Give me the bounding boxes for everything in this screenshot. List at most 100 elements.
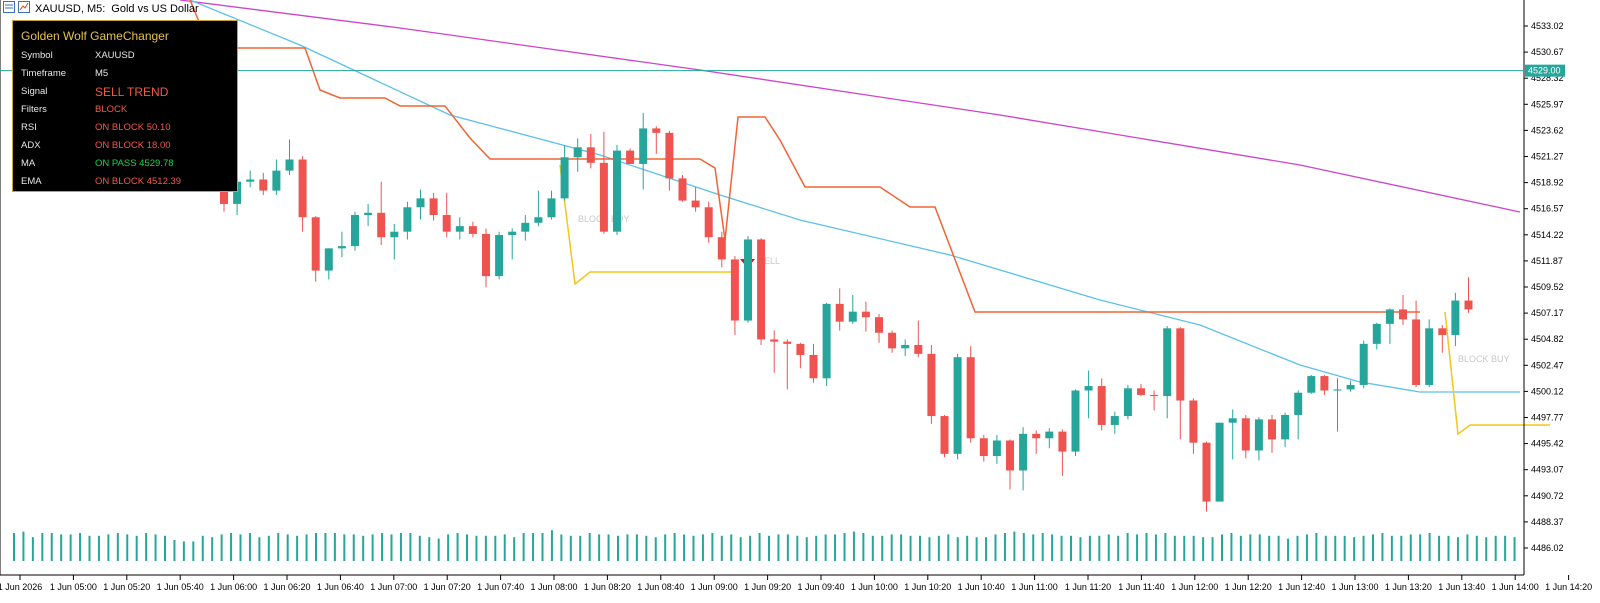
time-tick-label: 1 Jun 2026	[0, 582, 42, 592]
panel-value-signal: SELL TREND	[95, 85, 169, 99]
price-tick-label: 4523.62	[1531, 125, 1564, 135]
price-tick-label: 4533.02	[1531, 21, 1564, 31]
panel-label-adx: ADX	[21, 140, 41, 151]
price-tick-label: 4504.82	[1531, 334, 1564, 344]
candle-body	[914, 344, 923, 354]
chart-window-icon[interactable]	[3, 1, 31, 16]
candle-body	[285, 159, 294, 171]
price-tick-label: 4490.72	[1531, 491, 1564, 501]
time-tick-label: 1 Jun 07:00	[370, 582, 417, 592]
candle-body	[1359, 343, 1368, 385]
time-tick-label: 1 Jun 14:20	[1545, 582, 1592, 592]
fast-ma-line	[189, 0, 1520, 393]
panel-title: Golden Wolf GameChanger	[21, 29, 169, 43]
price-tick-label: 4518.92	[1531, 178, 1564, 188]
candle-body	[1268, 419, 1276, 440]
candle-body	[233, 181, 242, 204]
candle-body	[1385, 309, 1394, 324]
candle-body	[1137, 388, 1145, 395]
panel-row-symbol: Symbol XAUUSD	[21, 47, 237, 65]
candle-body	[1071, 390, 1080, 452]
candle-body	[403, 207, 412, 232]
time-tick-label: 1 Jun 06:00	[210, 582, 257, 592]
price-tick-label: 4528.32	[1531, 73, 1564, 83]
candle-body	[599, 162, 608, 232]
time-tick-label: 1 Jun 13:00	[1331, 582, 1378, 592]
candle-body	[586, 147, 595, 163]
panel-row-filters: Filters BLOCK	[21, 101, 237, 119]
volume-bars	[13, 530, 1516, 561]
support-line-1	[559, 164, 735, 286]
panel-row-adx: ADX ON BLOCK 18.00	[21, 137, 237, 155]
panel-label-timeframe: Timeframe	[21, 68, 67, 79]
candle-body	[1150, 394, 1159, 397]
candle-body	[495, 235, 504, 277]
candle-body	[822, 303, 831, 379]
candle-body	[861, 311, 870, 318]
candle-body	[1110, 416, 1119, 425]
candle-body	[1058, 431, 1067, 452]
time-tick-label: 1 Jun 07:40	[477, 582, 524, 592]
candle-body	[1464, 300, 1473, 310]
time-tick-label: 1 Jun 12:40	[1278, 582, 1325, 592]
candle-body	[1399, 309, 1407, 320]
time-tick-label: 1 Jun 12:00	[1171, 582, 1218, 592]
candle-body	[1412, 319, 1421, 385]
time-tick-label: 1 Jun 10:00	[851, 582, 898, 592]
golden-wolf-panel: Golden Wolf GameChanger Symbol XAUUSD Ti…	[12, 20, 238, 192]
candle-body	[560, 157, 569, 199]
panel-row-ma: MA ON PASS 4529.78	[21, 155, 237, 173]
candle-body	[1084, 386, 1093, 391]
candle-body	[901, 344, 910, 349]
candle-body	[770, 339, 779, 342]
time-tick-label: 1 Jun 09:40	[797, 582, 844, 592]
price-tick-label: 4500.12	[1531, 386, 1564, 396]
price-tick-label: 4497.77	[1531, 413, 1564, 423]
candle-body	[626, 150, 635, 164]
candle-body	[364, 212, 373, 216]
candle-body	[744, 239, 752, 321]
candle-body	[1307, 376, 1316, 393]
price-tick-label: 4530.67	[1531, 47, 1564, 57]
candle-body	[691, 200, 700, 208]
candle-body	[1438, 328, 1447, 335]
candle-body	[573, 147, 582, 158]
price-tick-label: 4507.17	[1531, 308, 1564, 318]
candle-body	[835, 303, 844, 322]
candle-body	[1097, 386, 1106, 425]
candle-body	[639, 128, 648, 164]
candle-body	[337, 246, 346, 249]
candle-body	[1372, 323, 1381, 344]
time-tick-label: 1 Jun 08:20	[584, 582, 631, 592]
candle-body	[1281, 414, 1290, 440]
candle-body	[665, 132, 674, 179]
time-tick-label: 1 Jun 07:20	[424, 582, 471, 592]
candle-body	[1346, 384, 1355, 390]
candle-body	[416, 198, 425, 208]
candle-body	[730, 259, 739, 321]
candle-body	[717, 237, 726, 260]
time-tick-label: 1 Jun 08:00	[530, 582, 577, 592]
current-price-label: 4529.00	[1528, 66, 1561, 76]
panel-row-signal: Signal SELL TREND	[21, 83, 237, 101]
time-tick-label: 1 Jun 13:40	[1438, 582, 1485, 592]
time-tick-label: 1 Jun 13:20	[1385, 582, 1432, 592]
candle-body	[272, 170, 281, 191]
candle-body	[992, 440, 1001, 457]
candle-body	[1176, 328, 1185, 401]
candle-body	[351, 215, 359, 247]
candle-body	[521, 222, 530, 232]
time-tick-label: 1 Jun 05:20	[103, 582, 150, 592]
time-tick-label: 1 Jun 06:20	[263, 582, 310, 592]
candle-body	[298, 159, 307, 218]
time-tick-label: 1 Jun 06:40	[317, 582, 364, 592]
time-tick-label: 1 Jun 08:40	[637, 582, 684, 592]
candle-body	[311, 217, 320, 271]
candle-body	[1294, 392, 1303, 415]
candle-body	[1241, 418, 1250, 451]
panel-label-ma: MA	[21, 158, 36, 169]
candle-body	[783, 341, 792, 344]
panel-row-ema: EMA ON BLOCK 4512.39	[21, 173, 237, 191]
